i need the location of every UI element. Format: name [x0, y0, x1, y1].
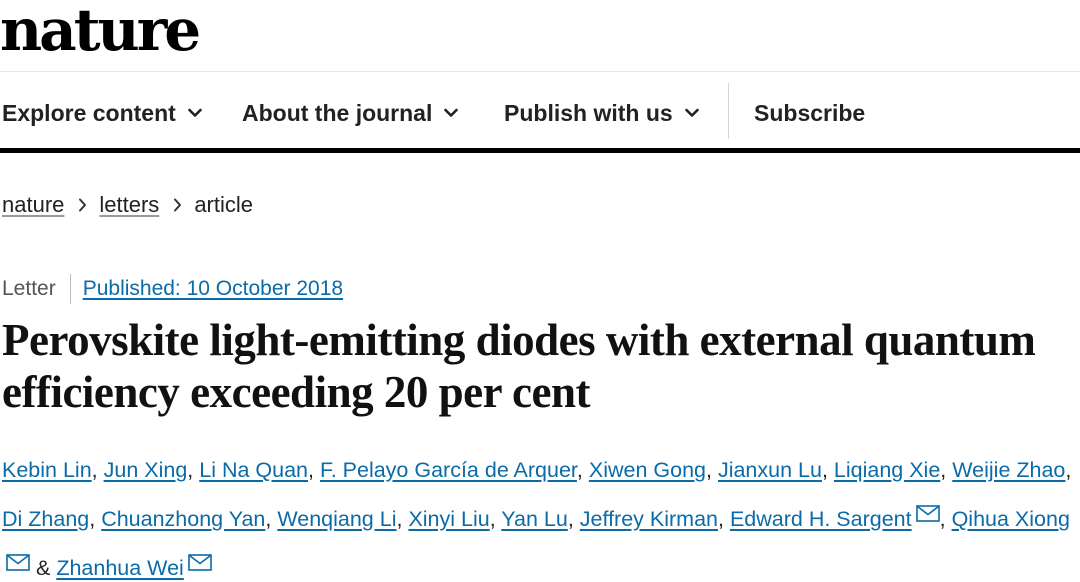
author-item: Weijie Zhao — [952, 458, 1065, 482]
author-item: Li Na Quan — [199, 458, 308, 482]
envelope-icon[interactable] — [188, 542, 212, 582]
author-link[interactable]: Wenqiang Li — [277, 507, 397, 531]
author-item: Jeffrey Kirman — [580, 507, 718, 531]
author-item: Qihua Xiong — [2, 507, 1070, 580]
author-link[interactable]: Weijie Zhao — [952, 458, 1066, 482]
author-list: Kebin Lin, Jun Xing, Li Na Quan, F. Pela… — [2, 448, 1078, 582]
chevron-right-icon — [78, 198, 87, 212]
author-link[interactable]: Jianxun Lu — [717, 458, 822, 482]
author-link[interactable]: Di Zhang — [2, 507, 90, 531]
chevron-right-icon — [173, 198, 182, 212]
nav-label: Publish with us — [504, 99, 673, 126]
author-item: Chuanzhong Yan — [101, 507, 265, 531]
author-item: Jianxun Lu — [718, 458, 822, 482]
chevron-down-icon — [444, 108, 459, 118]
article-type: Letter — [2, 277, 56, 300]
envelope-icon[interactable] — [6, 542, 30, 582]
nav-label: Explore content — [2, 99, 176, 126]
author-separator: & — [35, 556, 51, 580]
nav-about-the-journal[interactable]: About the journal — [242, 73, 459, 153]
nav-divider — [728, 83, 729, 139]
author-link[interactable]: Li Na Quan — [199, 458, 308, 482]
author-item: Kebin Lin — [2, 458, 92, 482]
author-item: Xinyi Liu — [408, 507, 489, 531]
article-meta: Letter Published: 10 October 2018 — [2, 272, 343, 306]
author-item: Xiwen Gong — [589, 458, 706, 482]
author-link[interactable]: Liqiang Xie — [833, 458, 941, 482]
author-link[interactable]: F. Pelayo García de Arquer — [319, 458, 577, 482]
article-title: Perovskite light-emitting diodes with ex… — [2, 315, 1036, 417]
chevron-down-icon — [188, 108, 202, 118]
author-item: Wenqiang Li — [277, 507, 396, 531]
breadcrumb-nature[interactable]: nature — [2, 192, 65, 217]
author-link[interactable]: Kebin Lin — [2, 458, 92, 482]
author-link[interactable]: Yan Lu — [501, 507, 568, 531]
author-item: Edward H. Sargent — [729, 505, 940, 531]
meta-divider — [69, 274, 71, 304]
author-link[interactable]: Jeffrey Kirman — [579, 507, 718, 531]
nature-logo[interactable]: nature — [0, 0, 201, 64]
main-nav: Explore content About the journal Publis… — [0, 73, 1080, 153]
author-item: Jun Xing — [104, 458, 188, 482]
nav-label: Subscribe — [754, 99, 866, 126]
author-link[interactable]: Chuanzhong Yan — [101, 507, 266, 531]
breadcrumb-article: article — [194, 192, 253, 217]
author-item: Liqiang Xie — [834, 458, 940, 482]
author-link[interactable]: Qihua Xiong — [951, 507, 1070, 531]
breadcrumb: nature letters article — [2, 188, 253, 222]
breadcrumb-letters[interactable]: letters — [99, 192, 160, 217]
chevron-down-icon — [684, 108, 699, 118]
nav-explore-content[interactable]: Explore content — [2, 73, 202, 153]
author-link[interactable]: Xiwen Gong — [588, 458, 706, 482]
author-item: Di Zhang — [2, 507, 89, 531]
nav-publish-with-us[interactable]: Publish with us — [504, 73, 699, 153]
site-header: nature — [0, 0, 1080, 72]
author-link[interactable]: Xinyi Liu — [408, 507, 490, 531]
nav-subscribe[interactable]: Subscribe — [754, 73, 865, 153]
author-link[interactable]: Jun Xing — [103, 458, 188, 482]
author-link[interactable]: Edward H. Sargent — [729, 507, 912, 531]
author-item: Yan Lu — [501, 507, 568, 531]
nav-label: About the journal — [242, 99, 433, 126]
envelope-icon[interactable] — [915, 493, 940, 538]
author-item: Zhanhua Wei — [56, 554, 212, 580]
author-link[interactable]: Zhanhua Wei — [56, 556, 184, 580]
author-item: F. Pelayo García de Arquer — [320, 458, 577, 482]
published-date-link[interactable]: Published: 10 October 2018 — [82, 277, 344, 300]
